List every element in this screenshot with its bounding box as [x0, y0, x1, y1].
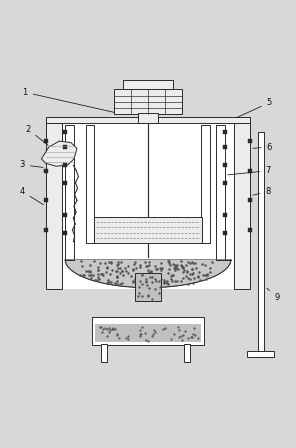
Text: 7: 7 — [228, 166, 271, 175]
Bar — [184, 344, 190, 362]
Bar — [46, 117, 250, 123]
Text: 5: 5 — [237, 98, 272, 118]
Bar — [216, 125, 225, 259]
Polygon shape — [65, 125, 231, 288]
Text: 2: 2 — [25, 125, 48, 145]
Bar — [234, 123, 250, 289]
Bar — [65, 125, 74, 259]
Text: 1: 1 — [22, 88, 114, 112]
Text: 6: 6 — [253, 142, 272, 151]
Bar — [101, 344, 107, 362]
Bar — [46, 123, 62, 289]
Text: 8: 8 — [253, 187, 271, 196]
Polygon shape — [41, 141, 77, 166]
Text: 9: 9 — [267, 288, 279, 302]
Bar — [201, 125, 210, 243]
Bar — [86, 125, 94, 243]
Bar — [94, 216, 202, 243]
Text: 4: 4 — [20, 187, 44, 205]
Bar — [123, 81, 173, 89]
Bar — [258, 132, 264, 357]
Bar — [247, 351, 274, 357]
Bar — [95, 324, 201, 342]
Text: 3: 3 — [20, 160, 43, 169]
Bar — [135, 273, 161, 301]
Bar — [92, 317, 204, 345]
Bar — [114, 89, 182, 115]
Bar — [62, 117, 234, 289]
Bar — [138, 113, 158, 123]
Polygon shape — [65, 259, 231, 288]
